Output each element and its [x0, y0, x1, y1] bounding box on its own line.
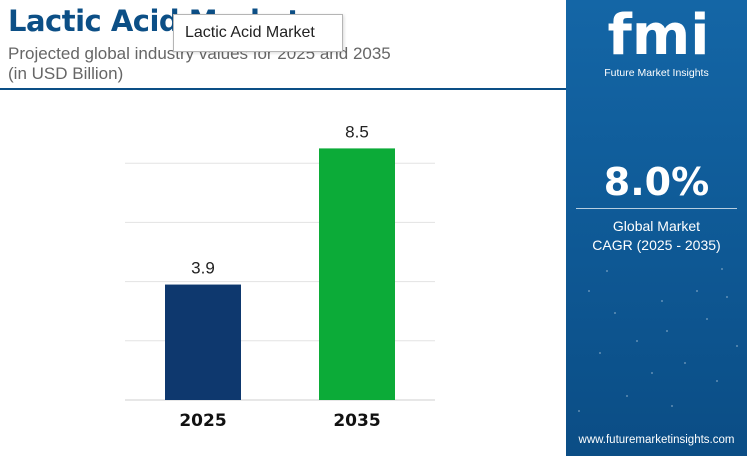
- website-url: www.futuremarketinsights.com: [578, 434, 735, 446]
- bar-2025: [165, 284, 241, 400]
- x-tick-label-2025: 2025: [179, 411, 226, 431]
- data-label-2035: 8.5: [345, 122, 369, 141]
- bar-2035: [319, 148, 395, 400]
- sidebar-panel: fmi Future Market Insights 8.0% Global M…: [566, 0, 747, 456]
- title-tooltip: Lactic Acid Market: [173, 14, 343, 52]
- fmi-logo-icon: fmi: [608, 6, 710, 64]
- bar-chart: 3.9 2025 8.5 2035: [125, 122, 435, 431]
- cagr-label-line-2: CAGR (2025 - 2035): [592, 237, 721, 253]
- cagr-label-line-1: Global Market: [612, 218, 701, 234]
- logo-subtext: Future Market Insights: [604, 67, 709, 79]
- header-divider: [0, 88, 566, 90]
- panel-divider: [576, 208, 737, 209]
- logo-wordmark: fmi: [608, 6, 710, 64]
- cagr-value: 8.0%: [603, 160, 710, 204]
- x-tick-label-2035: 2035: [333, 411, 380, 431]
- chart-header: Lactic Acid Market Projected global indu…: [0, 0, 566, 92]
- subtitle-line-2: (in USD Billion): [8, 64, 124, 83]
- data-label-2025: 3.9: [191, 259, 215, 278]
